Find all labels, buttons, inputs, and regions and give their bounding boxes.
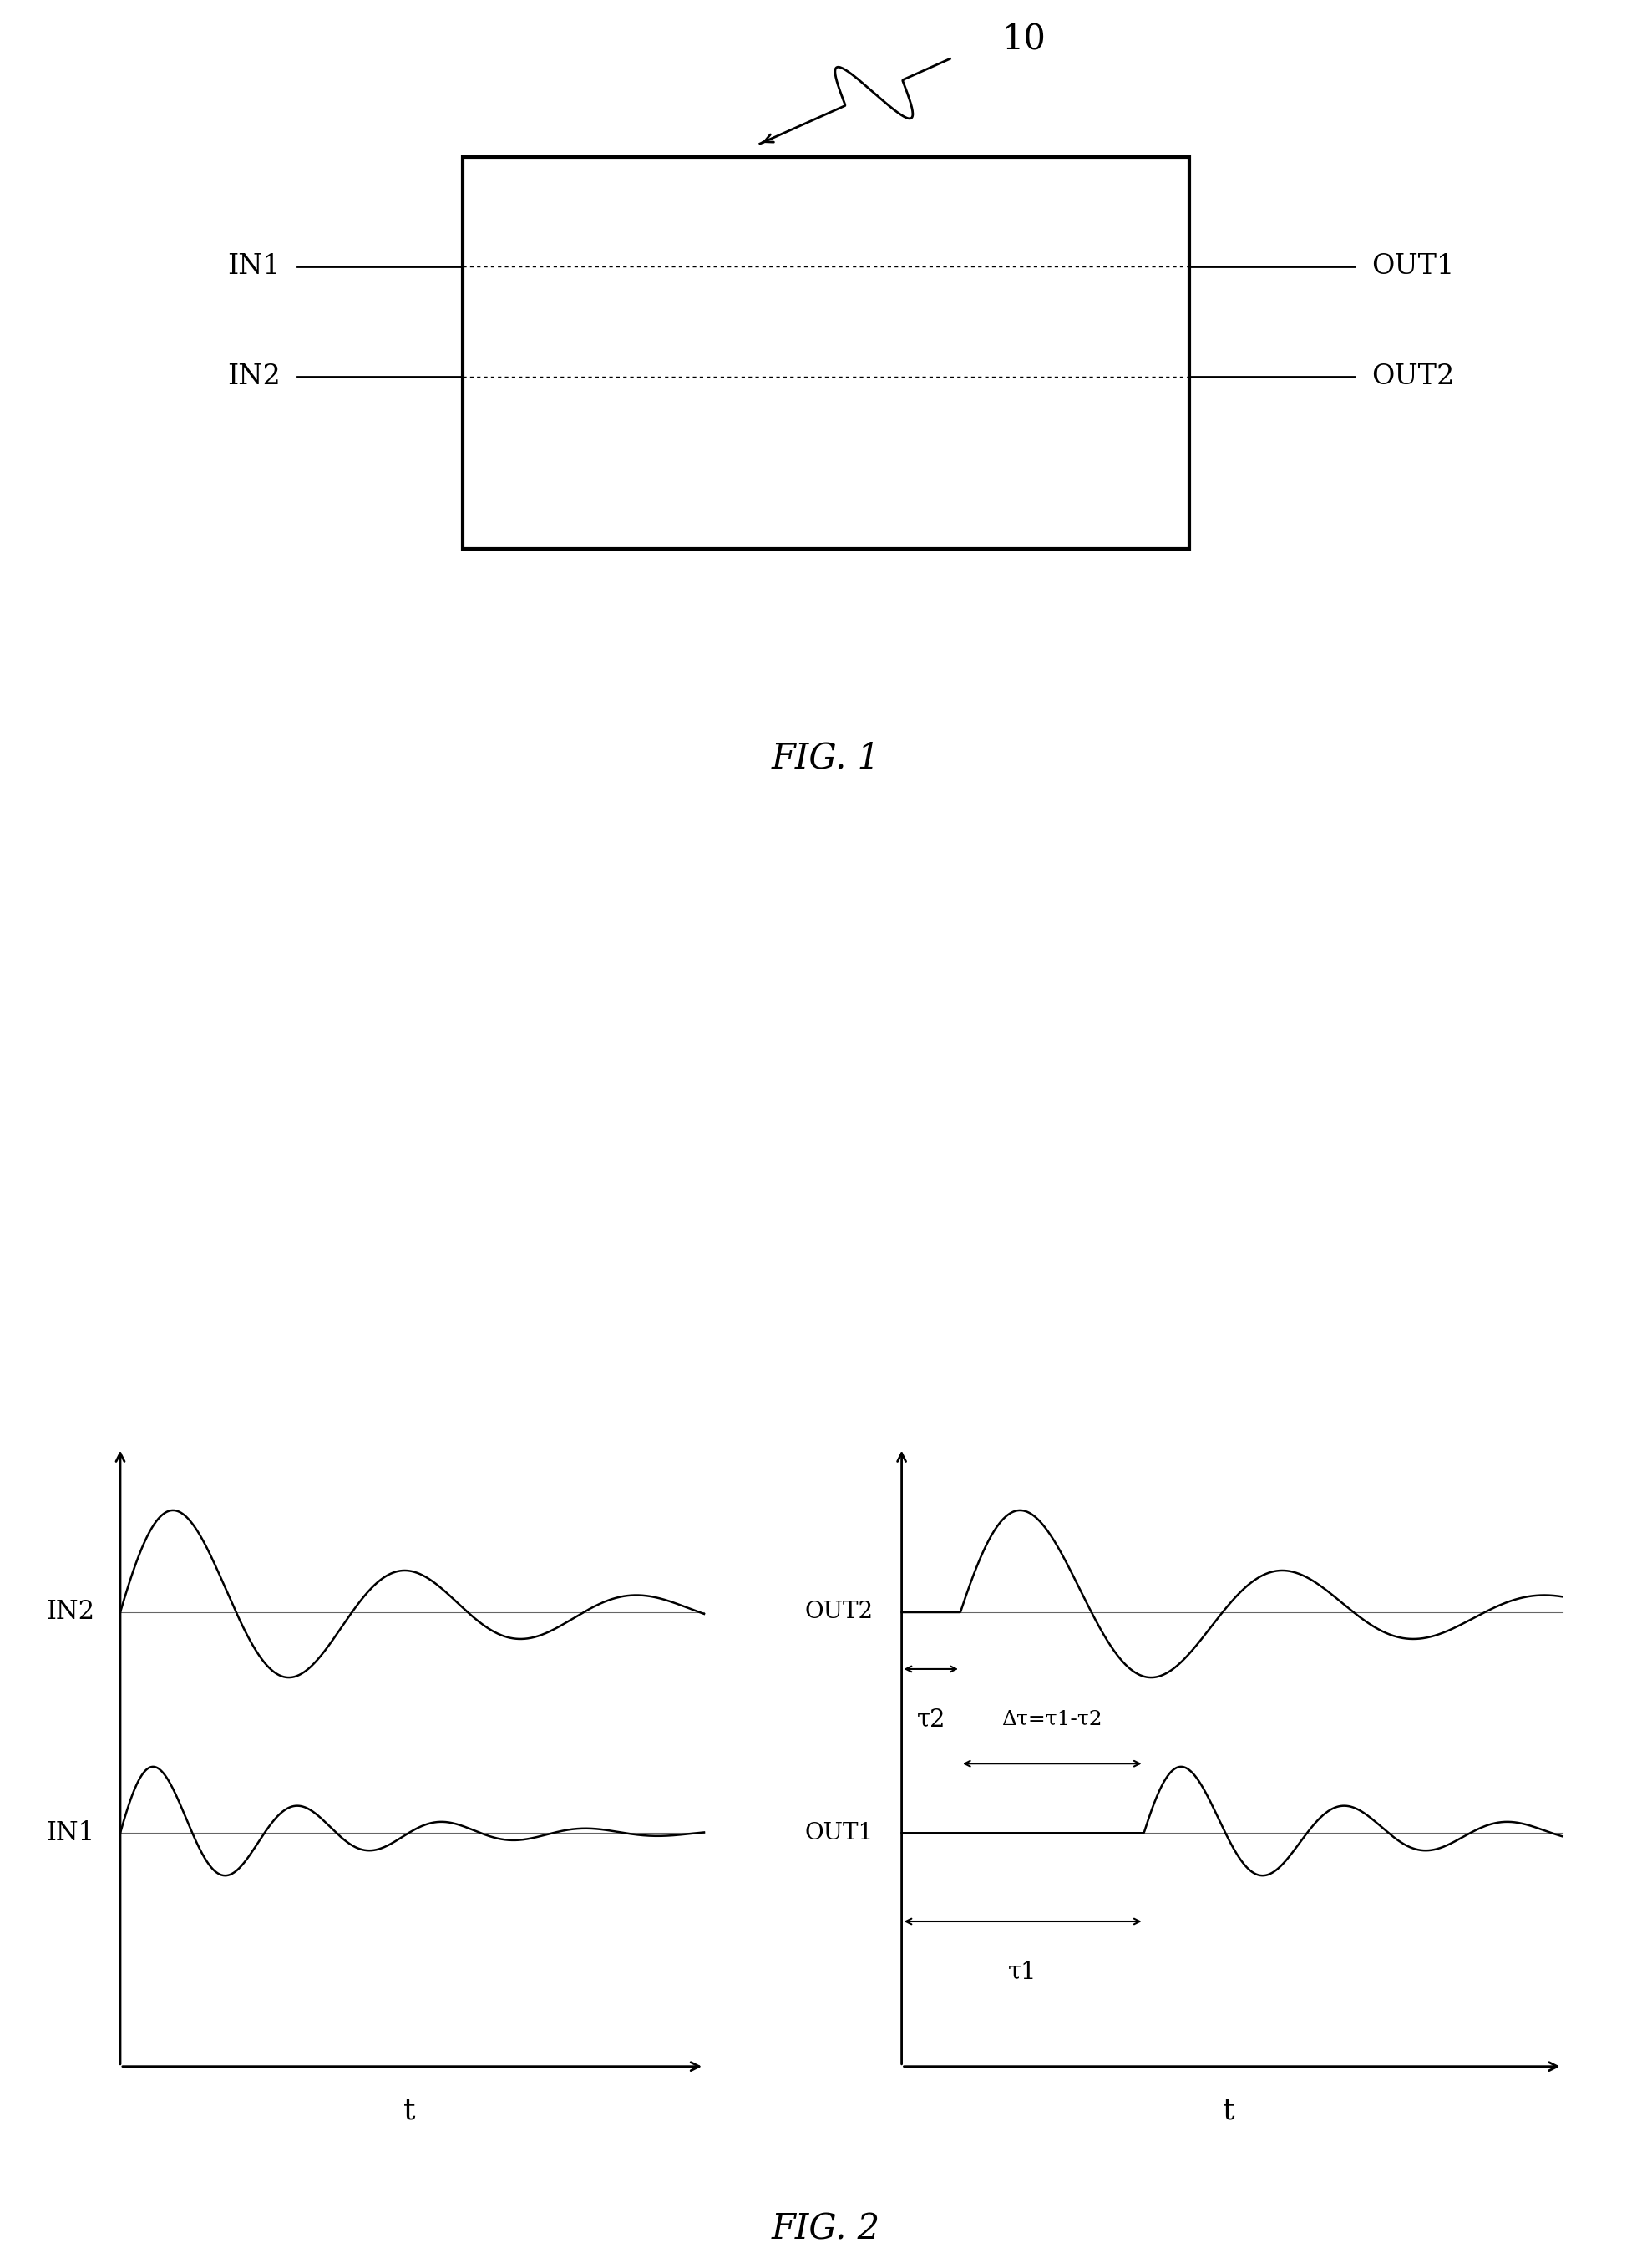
Text: IN1: IN1 <box>228 252 281 279</box>
Text: Δτ=τ1-τ2: Δτ=τ1-τ2 <box>1001 1710 1102 1728</box>
Text: τ1: τ1 <box>1008 1960 1037 1983</box>
Text: 10: 10 <box>1003 23 1046 56</box>
Text: t: t <box>1222 2095 1234 2125</box>
Bar <box>463 158 1189 550</box>
Text: IN2: IN2 <box>46 1600 96 1624</box>
Text: IN1: IN1 <box>46 1820 96 1845</box>
Text: OUT2: OUT2 <box>1371 363 1454 390</box>
Text: IN2: IN2 <box>228 363 281 390</box>
Text: FIG. 1: FIG. 1 <box>771 741 881 775</box>
Text: OUT2: OUT2 <box>805 1602 874 1624</box>
Text: OUT1: OUT1 <box>1371 252 1454 279</box>
Text: OUT1: OUT1 <box>805 1823 874 1845</box>
Text: t: t <box>403 2095 415 2125</box>
Text: FIG. 2: FIG. 2 <box>771 2212 881 2246</box>
Text: τ2: τ2 <box>917 1708 945 1730</box>
